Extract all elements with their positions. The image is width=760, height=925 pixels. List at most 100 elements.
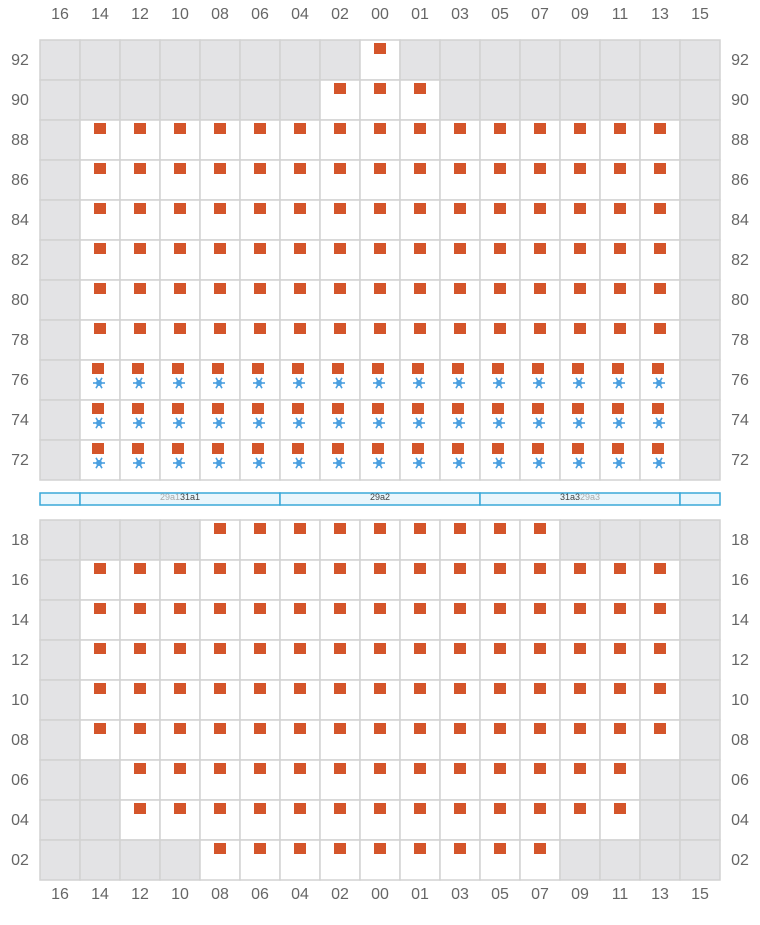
blocked-slot: [679, 119, 721, 161]
container: [614, 603, 626, 614]
reefer-stroke: [255, 457, 263, 469]
container: [334, 163, 346, 174]
container: [334, 563, 346, 574]
row-label: 84: [731, 212, 749, 229]
container: [414, 683, 426, 694]
container: [252, 403, 264, 414]
container: [454, 243, 466, 254]
container: [454, 723, 466, 734]
container: [454, 323, 466, 334]
container: [254, 123, 266, 134]
container: [572, 443, 584, 454]
reefer-core: [575, 379, 582, 386]
reefer-icon: [333, 377, 345, 389]
container: [492, 363, 504, 374]
slot: [639, 279, 681, 321]
reefer-core: [255, 379, 262, 386]
reefer-icon: [653, 457, 665, 469]
container: [214, 123, 226, 134]
reefer-core: [415, 379, 422, 386]
reefer-icon: [413, 377, 425, 389]
row-label: 04: [731, 812, 749, 829]
container: [214, 523, 226, 534]
reefer-stroke: [295, 417, 303, 429]
column-label: 03: [451, 6, 469, 23]
container: [654, 603, 666, 614]
container: [172, 363, 184, 374]
container: [574, 283, 586, 294]
column-label: 10: [171, 886, 189, 903]
row-label: 18: [11, 532, 29, 549]
reefer-core: [655, 459, 662, 466]
column-label: 07: [531, 6, 549, 23]
container: [454, 563, 466, 574]
reefer-stroke: [295, 377, 303, 389]
blocked-slot: [679, 279, 721, 321]
blocked-slot: [39, 519, 81, 561]
blocked-slot: [159, 519, 201, 561]
reefer-icon: [333, 457, 345, 469]
blocked-slot: [159, 79, 201, 121]
container: [174, 123, 186, 134]
reefer-core: [176, 379, 183, 386]
row-label: 06: [11, 772, 29, 789]
container: [94, 563, 106, 574]
column-label: 12: [131, 6, 149, 23]
container: [214, 803, 226, 814]
column-label: 04: [291, 886, 309, 903]
container: [214, 603, 226, 614]
container: [254, 763, 266, 774]
blocked-slot: [39, 79, 81, 121]
container: [214, 723, 226, 734]
blocked-slot: [39, 439, 81, 481]
container: [174, 243, 186, 254]
container: [254, 723, 266, 734]
reefer-stroke: [415, 377, 423, 389]
blocked-slot: [559, 39, 601, 81]
container: [494, 523, 506, 534]
row-label: 74: [731, 412, 749, 429]
container: [534, 323, 546, 334]
container: [454, 523, 466, 534]
reefer-icon: [133, 457, 145, 469]
container: [454, 163, 466, 174]
reefer-icon: [573, 417, 585, 429]
column-label: 11: [612, 6, 629, 23]
container: [532, 363, 544, 374]
blocked-slot: [39, 39, 81, 81]
container: [494, 243, 506, 254]
row-label: 88: [731, 132, 749, 149]
row-label: 76: [11, 372, 29, 389]
row-label: 08: [11, 732, 29, 749]
reefer-icon: [573, 457, 585, 469]
container: [294, 203, 306, 214]
container: [254, 843, 266, 854]
container: [94, 323, 106, 334]
container: [214, 763, 226, 774]
container: [372, 403, 384, 414]
container: [612, 363, 624, 374]
container: [294, 643, 306, 654]
reefer-core: [216, 459, 223, 466]
blocked-slot: [599, 79, 641, 121]
container: [174, 283, 186, 294]
blocked-slot: [39, 319, 81, 361]
container: [534, 603, 546, 614]
blocked-slot: [39, 839, 81, 881]
container: [654, 163, 666, 174]
blocked-slot: [439, 39, 481, 81]
container: [254, 243, 266, 254]
container: [452, 363, 464, 374]
row-label: 16: [731, 572, 749, 589]
slot: [599, 599, 641, 641]
container: [254, 683, 266, 694]
row-label: 10: [731, 692, 749, 709]
reefer-stroke: [535, 377, 543, 389]
container: [334, 723, 346, 734]
column-label: 05: [491, 6, 509, 23]
blocked-slot: [679, 519, 721, 561]
container: [494, 683, 506, 694]
reefer-core: [455, 419, 462, 426]
blocked-slot: [639, 759, 681, 801]
